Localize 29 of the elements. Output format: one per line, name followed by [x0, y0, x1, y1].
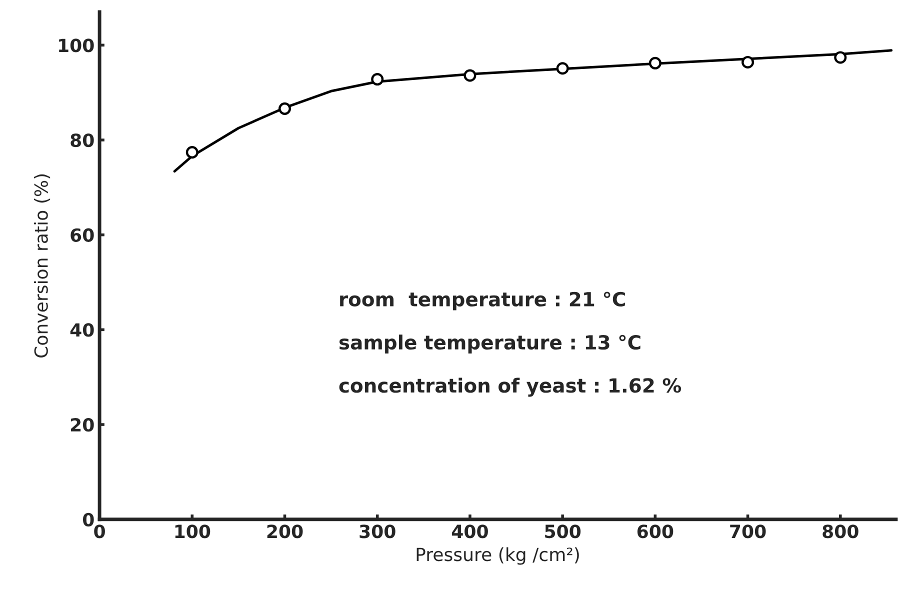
point	[464, 69, 476, 82]
x-tick-label: 0	[94, 524, 105, 538]
x-tick-label: 600	[637, 524, 674, 538]
point	[278, 102, 292, 115]
x-tick-label: 800	[822, 524, 858, 538]
point	[834, 51, 847, 64]
x-axis-title: Pressure (kg /cm²)	[416, 547, 579, 565]
x-tick-label: 200	[267, 524, 303, 538]
line-series	[173, 49, 893, 173]
y-tick-label: 60	[70, 228, 94, 242]
y-tick-label: 40	[70, 323, 94, 337]
point	[556, 62, 569, 75]
point	[648, 56, 662, 70]
y-tick-label: 100	[59, 38, 94, 52]
annotation: concentration of yeast : 1.62 %	[339, 378, 682, 397]
annotation: room temperature : 21 °C	[340, 292, 625, 310]
y-tick-label: 20	[70, 418, 94, 432]
point	[742, 56, 754, 68]
x-tick-label: 700	[730, 524, 766, 538]
x-tick-label: 100	[175, 524, 210, 538]
y-tick-label: 0	[82, 512, 94, 527]
y-axis-title: Conversion ratio (%)	[34, 174, 50, 358]
x-tick-label: 500	[545, 524, 581, 538]
point	[186, 146, 198, 159]
point	[371, 73, 384, 86]
y-tick-label: 80	[70, 133, 94, 148]
annotation: sample temperature : 13 °C	[339, 334, 640, 354]
x-tick-label: 300	[360, 524, 396, 538]
x-tick-label: 400	[452, 524, 488, 538]
